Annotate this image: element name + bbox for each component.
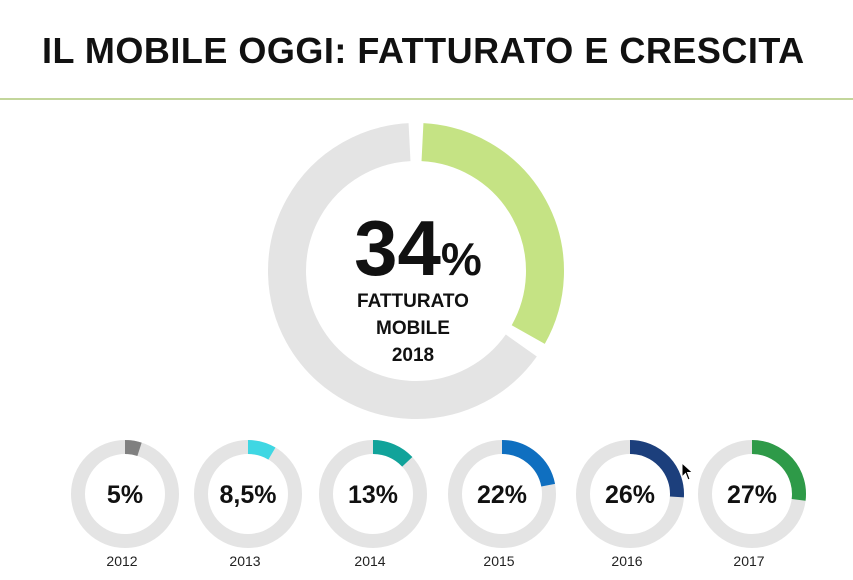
small-donut-year-label: 2017: [733, 553, 764, 569]
main-caption-line: MOBILE: [376, 318, 450, 339]
donut-remainder-slice: [268, 123, 537, 419]
main-value-label: 34%: [354, 204, 482, 292]
small-donut-value-label: 22%: [477, 481, 527, 509]
small-donut-value-arc: [501, 440, 556, 487]
small-donut-value-label: 8,5%: [220, 481, 277, 509]
small-donut-year-label: 2013: [229, 553, 260, 569]
small-donut-year-label: 2015: [483, 553, 514, 569]
main-caption-line: 2018: [392, 345, 434, 366]
small-donut-value-label: 13%: [348, 481, 398, 509]
small-donut-year-label: 2012: [106, 553, 137, 569]
donut-mobile-share-slice: [421, 123, 564, 344]
title-divider: [0, 98, 853, 100]
small-donut-value-arc: [372, 440, 413, 467]
small-donut-value-arc: [751, 440, 806, 501]
small-donut-value-arc: [124, 440, 142, 457]
main-caption-line: FATTURATO: [357, 291, 469, 312]
small-donut-year-label: 2014: [354, 553, 385, 569]
small-donut-value-arc: [247, 440, 276, 460]
small-donut-value-label: 27%: [727, 481, 777, 509]
small-donut-value-arc: [629, 440, 684, 498]
mouse-pointer-icon: [681, 462, 694, 481]
slide-title: IL MOBILE OGGI: FATTURATO E CRESCITA: [42, 30, 805, 71]
small-donut-year-label: 2016: [611, 553, 642, 569]
small-donut-value-label: 26%: [605, 481, 655, 509]
small-donut-value-label: 5%: [107, 481, 143, 509]
